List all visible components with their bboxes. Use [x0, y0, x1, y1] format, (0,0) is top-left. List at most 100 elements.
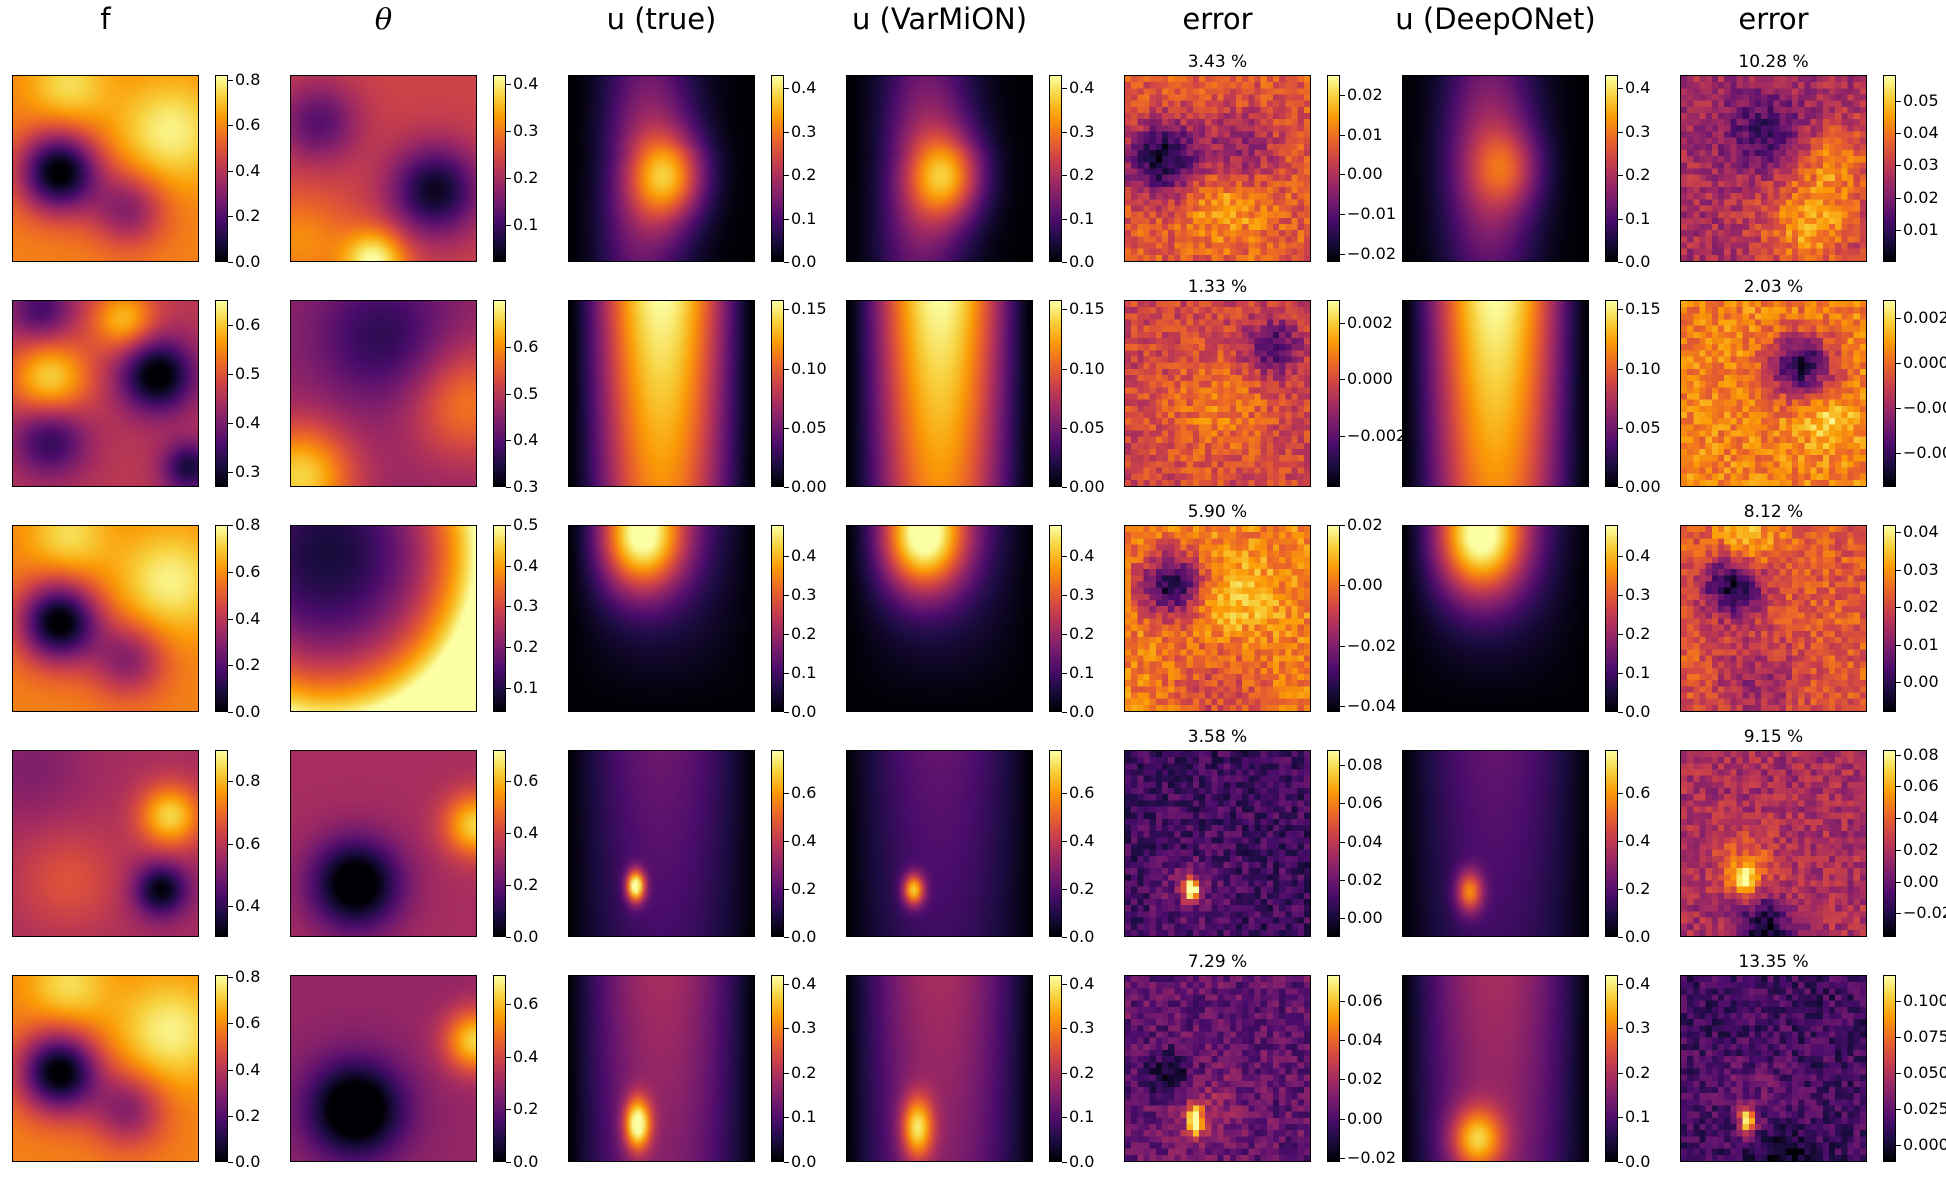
- colorbar-tick-label: −0.02: [1347, 635, 1397, 655]
- colorbar-tick-mark: [1618, 595, 1623, 597]
- colorbar-tick-mark: [1618, 673, 1623, 675]
- colorbar-tick-mark: [1896, 1144, 1901, 1146]
- colorbar-tick-label: 0.08: [1903, 744, 1939, 764]
- colorbar: [1049, 750, 1062, 937]
- colorbar-tick-label: 0.4: [235, 413, 261, 433]
- colorbar-tick-mark: [506, 1162, 511, 1163]
- colorbar-tick-mark: [506, 1056, 511, 1058]
- colorbar-tick-label: 0.3: [513, 121, 539, 141]
- heatmap: [1124, 525, 1311, 712]
- heatmap: [1402, 525, 1589, 712]
- colorbar-tick-label: 0.02: [1903, 597, 1939, 617]
- colorbar-tick-mark: [506, 687, 511, 689]
- colorbar-tick-label: 0.06: [1347, 990, 1383, 1010]
- colorbar-tick-mark: [1896, 133, 1901, 135]
- colorbar-tick-label: 0.15: [791, 299, 827, 319]
- colorbar-tick-mark: [1618, 131, 1623, 133]
- colorbar: [1605, 300, 1618, 487]
- colorbar-tick-mark: [1618, 1162, 1623, 1163]
- colorbar-tick-mark: [1062, 595, 1067, 597]
- heatmap: [290, 525, 477, 712]
- column-title: f: [100, 2, 111, 36]
- colorbar-tick-label: 0.0: [235, 252, 261, 271]
- colorbar-tick-mark: [506, 393, 511, 395]
- colorbar-tick-mark: [1896, 644, 1901, 646]
- colorbar-tick-mark: [228, 1115, 233, 1117]
- colorbar-tick-label: 0.5: [513, 515, 539, 534]
- heatmap: [1402, 975, 1589, 1162]
- panel-error-title: 3.58 %: [1187, 727, 1248, 747]
- heatmap: [568, 975, 755, 1162]
- colorbar-tick-mark: [784, 1117, 789, 1119]
- colorbar-tick-label: −0.002: [1903, 398, 1946, 418]
- colorbar-tick-mark: [784, 262, 789, 263]
- colorbar-tick-mark: [228, 216, 233, 218]
- colorbar-tick-mark: [506, 525, 511, 526]
- colorbar-tick-label: 0.0: [1069, 927, 1095, 946]
- colorbar-tick-label: 0.04: [1347, 831, 1383, 851]
- colorbar-tick-mark: [1340, 917, 1345, 919]
- colorbar-tick-mark: [228, 665, 233, 667]
- colorbar-tick-label: 0.8: [235, 515, 261, 534]
- colorbar-tick-label: 0.00: [1347, 164, 1383, 184]
- colorbar-tick-mark: [1340, 1118, 1345, 1120]
- colorbar-tick-label: 0.4: [513, 430, 539, 450]
- colorbar-tick-label: 0.04: [1903, 123, 1939, 143]
- colorbar-tick-mark: [1896, 532, 1901, 534]
- colorbar: [1327, 300, 1340, 487]
- colorbar-tick-label: 0.0: [791, 1152, 817, 1171]
- colorbar-tick-label: 0.2: [1625, 879, 1651, 899]
- colorbar-tick-mark: [228, 1069, 233, 1071]
- colorbar-tick-label: 0.00: [1903, 871, 1939, 891]
- colorbar-tick-label: −0.02: [1347, 1148, 1397, 1168]
- colorbar: [493, 750, 506, 937]
- colorbar-tick-label: 0.6: [235, 115, 261, 135]
- colorbar-tick-mark: [784, 131, 789, 133]
- colorbar-tick-mark: [1618, 889, 1623, 891]
- heatmap: [1402, 300, 1589, 487]
- heatmap: [568, 300, 755, 487]
- colorbar-tick-mark: [784, 595, 789, 597]
- colorbar-tick-label: −0.01: [1347, 204, 1397, 224]
- colorbar-tick-mark: [1062, 88, 1067, 90]
- colorbar-tick-mark: [1896, 100, 1901, 102]
- colorbar-tick-mark: [228, 170, 233, 172]
- colorbar-tick-label: 0.2: [513, 875, 539, 895]
- colorbar-tick-label: 0.02: [1903, 187, 1939, 207]
- panel-error-title: 2.03 %: [1743, 277, 1804, 297]
- colorbar-tick-label: 0.04: [1903, 522, 1939, 542]
- colorbar-tick-label: 0.4: [1625, 831, 1651, 851]
- colorbar-tick-label: 0.4: [1069, 78, 1095, 98]
- colorbar-tick-mark: [1340, 174, 1345, 176]
- colorbar-tick-label: 0.0: [1625, 702, 1651, 721]
- heatmap: [1124, 300, 1311, 487]
- colorbar-tick-label: 0.2: [1625, 165, 1651, 185]
- colorbar-tick-label: 0.1: [1625, 663, 1651, 683]
- colorbar-tick-mark: [1062, 793, 1067, 795]
- colorbar-tick-mark: [1896, 1072, 1901, 1074]
- colorbar-tick-mark: [784, 983, 789, 985]
- colorbar-tick-label: 0.02: [1347, 1069, 1383, 1089]
- colorbar-tick-mark: [506, 131, 511, 133]
- colorbar-tick-label: 0.15: [1625, 299, 1661, 319]
- colorbar-tick-mark: [506, 84, 511, 86]
- colorbar-tick-label: 0.1: [513, 677, 539, 697]
- colorbar-tick-mark: [1340, 841, 1345, 843]
- colorbar-tick-label: 0.3: [1625, 121, 1651, 141]
- colorbar-tick-mark: [1062, 1117, 1067, 1119]
- colorbar-tick-mark: [1618, 309, 1623, 311]
- colorbar-tick-label: 0.05: [1903, 90, 1939, 110]
- panel-error-title: 1.33 %: [1187, 277, 1248, 297]
- colorbar-tick-label: 0.0: [1069, 1152, 1095, 1171]
- colorbar: [771, 75, 784, 262]
- colorbar-tick-label: 0.05: [791, 417, 827, 437]
- colorbar-tick-label: 0.04: [1903, 808, 1939, 828]
- colorbar-tick-mark: [1896, 849, 1901, 851]
- colorbar-tick-mark: [1340, 134, 1345, 136]
- colorbar-tick-label: 0.00: [1347, 1108, 1383, 1128]
- colorbar-tick-label: 0.4: [791, 831, 817, 851]
- colorbar-tick-label: 0.3: [1069, 1018, 1095, 1038]
- colorbar-tick-label: 0.6: [513, 993, 539, 1013]
- colorbar-tick-label: 0.10: [791, 358, 827, 378]
- colorbar-tick-label: 0.2: [513, 167, 539, 187]
